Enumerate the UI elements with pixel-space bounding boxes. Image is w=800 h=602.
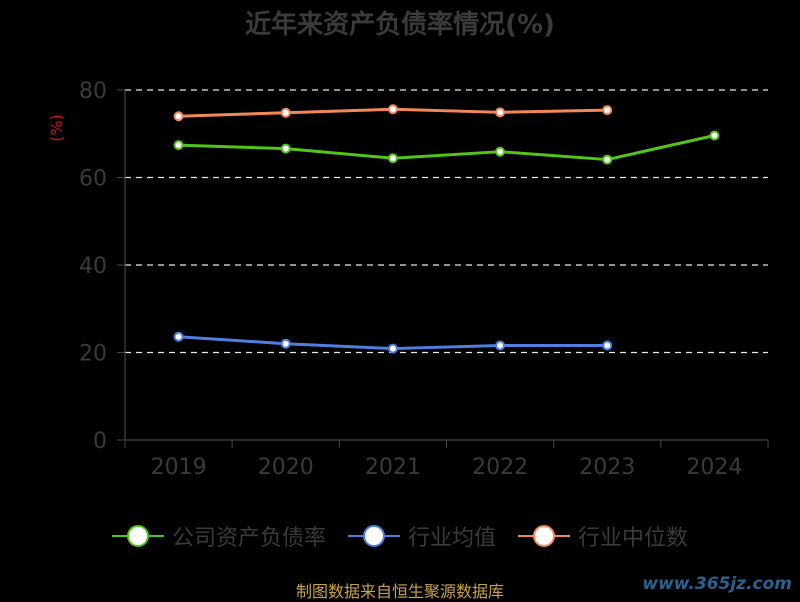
data-point: [709, 130, 720, 141]
data-point: [602, 340, 613, 351]
legend-marker-icon: [518, 525, 570, 547]
axes: 0 20 40 60 80 2019 2020 2021 2022 2023 2024: [79, 79, 769, 480]
legend-item[interactable]: 行业均值: [347, 520, 496, 552]
x-tick-label: 2023: [579, 455, 635, 480]
y-tick-label: 20: [79, 342, 107, 367]
data-point: [173, 331, 184, 342]
data-point: [602, 154, 613, 165]
y-axis-label: (%): [47, 114, 66, 142]
data-point: [280, 143, 291, 154]
legend-marker-icon: [347, 525, 400, 547]
series-layer: [173, 104, 720, 354]
data-point: [495, 107, 506, 118]
x-tick-label: 2019: [151, 455, 207, 480]
legend-item[interactable]: 行业中位数: [518, 520, 688, 552]
data-point: [173, 111, 184, 122]
data-point: [387, 343, 398, 354]
y-tick-label: 80: [79, 79, 107, 104]
data-point: [387, 153, 398, 164]
legend-label: 公司资产负债率: [171, 526, 326, 551]
x-tick-label: 2022: [472, 455, 528, 480]
source-note: 制图数据来自恒生聚源数据库: [295, 582, 504, 601]
data-point: [602, 105, 613, 116]
legend-label: 行业均值: [407, 526, 496, 551]
series-0: [173, 130, 720, 165]
x-tick-label: 2024: [686, 455, 742, 480]
data-point: [280, 107, 291, 118]
series-line: [178, 134, 715, 162]
data-point: [495, 146, 506, 157]
series-2: [173, 104, 613, 122]
data-point: [280, 338, 291, 349]
legend: 公司资产负债率 行业均值 行业中位数: [0, 520, 800, 552]
data-point: [387, 104, 398, 115]
data-point: [495, 340, 506, 351]
legend-item[interactable]: 公司资产负债率: [111, 520, 326, 552]
chart-title: 近年来资产负债率情况(%): [245, 10, 555, 40]
legend-marker-icon: [111, 525, 164, 547]
y-tick-label: 60: [79, 167, 107, 192]
y-tick-label: 0: [93, 429, 107, 454]
x-tick-label: 2021: [365, 455, 421, 480]
watermark: www.365jz.com: [642, 574, 792, 594]
legend-label: 行业中位数: [578, 526, 689, 551]
data-point: [173, 140, 184, 151]
series-1: [173, 331, 613, 354]
grid-lines: [125, 89, 768, 354]
y-tick-label: 40: [79, 254, 107, 279]
x-tick-label: 2020: [258, 455, 314, 480]
